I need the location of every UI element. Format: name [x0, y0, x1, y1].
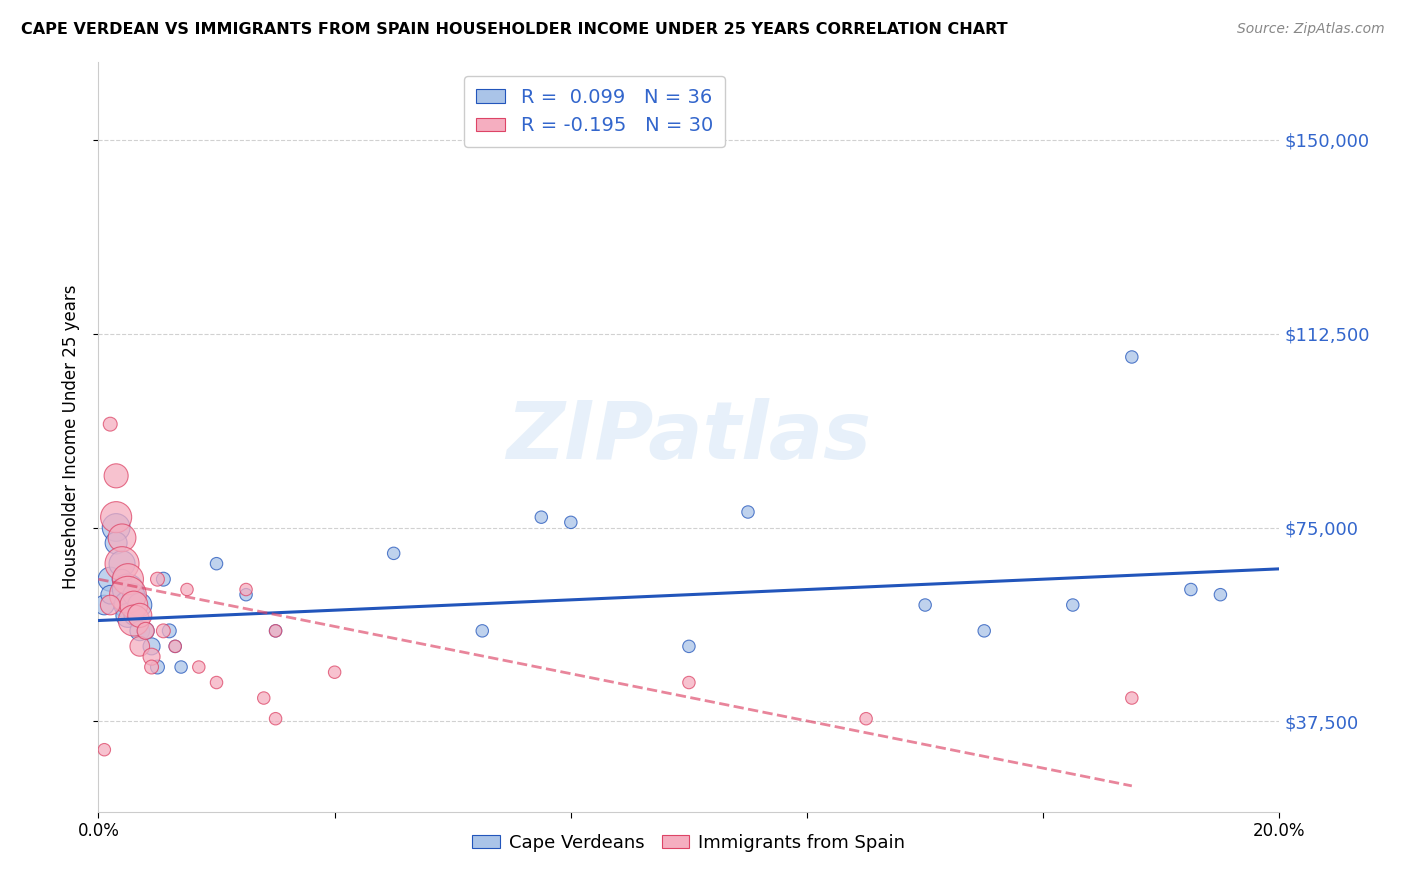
Point [1121, 691, 1143, 706]
Point [165, 640, 187, 654]
Point [737, 505, 759, 519]
Point [111, 531, 134, 545]
Point [117, 582, 139, 597]
Point [141, 640, 163, 654]
Point [152, 572, 174, 586]
Point [105, 468, 128, 483]
Point [157, 624, 180, 638]
Point [93, 598, 115, 612]
Point [253, 691, 276, 706]
Point [105, 520, 128, 534]
Point [122, 608, 145, 623]
Legend: Cape Verdeans, Immigrants from Spain: Cape Verdeans, Immigrants from Spain [465, 827, 912, 859]
Point [117, 598, 139, 612]
Point [678, 675, 700, 690]
Point [1209, 588, 1232, 602]
Point [264, 624, 287, 638]
Point [111, 557, 134, 571]
Text: ZIPatlas: ZIPatlas [506, 398, 872, 476]
Point [264, 624, 287, 638]
Point [128, 640, 150, 654]
Point [122, 588, 145, 602]
Point [128, 624, 150, 638]
Point [141, 649, 163, 664]
Point [93, 742, 115, 756]
Point [176, 582, 198, 597]
Point [235, 588, 257, 602]
Point [382, 546, 405, 560]
Point [914, 598, 936, 612]
Point [678, 640, 700, 654]
Point [141, 660, 163, 674]
Point [1121, 350, 1143, 364]
Point [973, 624, 995, 638]
Point [205, 557, 228, 571]
Point [471, 624, 494, 638]
Point [323, 665, 346, 680]
Point [205, 675, 228, 690]
Point [111, 572, 134, 586]
Point [135, 624, 157, 638]
Point [105, 536, 128, 550]
Point [1180, 582, 1202, 597]
Point [98, 572, 121, 586]
Point [117, 572, 139, 586]
Point [98, 588, 121, 602]
Point [111, 557, 134, 571]
Point [135, 624, 157, 638]
Point [855, 712, 877, 726]
Point [264, 712, 287, 726]
Point [98, 417, 121, 432]
Text: Source: ZipAtlas.com: Source: ZipAtlas.com [1237, 22, 1385, 37]
Point [560, 516, 582, 530]
Point [117, 588, 139, 602]
Point [235, 582, 257, 597]
Text: CAPE VERDEAN VS IMMIGRANTS FROM SPAIN HOUSEHOLDER INCOME UNDER 25 YEARS CORRELAT: CAPE VERDEAN VS IMMIGRANTS FROM SPAIN HO… [21, 22, 1008, 37]
Point [128, 608, 150, 623]
Point [1062, 598, 1084, 612]
Point [152, 624, 174, 638]
Point [122, 598, 145, 612]
Point [117, 608, 139, 623]
Point [146, 660, 169, 674]
Point [530, 510, 553, 524]
Point [170, 660, 193, 674]
Point [165, 640, 187, 654]
Point [122, 614, 145, 628]
Point [105, 510, 128, 524]
Point [128, 598, 150, 612]
Point [146, 572, 169, 586]
Y-axis label: Householder Income Under 25 years: Householder Income Under 25 years [62, 285, 80, 590]
Point [98, 598, 121, 612]
Point [187, 660, 209, 674]
